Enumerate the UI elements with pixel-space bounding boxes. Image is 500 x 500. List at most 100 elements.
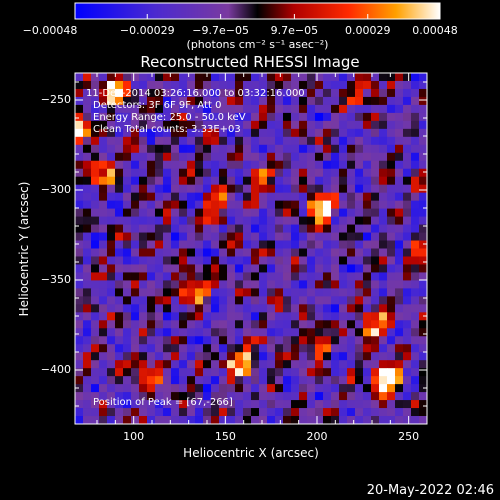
heatmap-cell [347,144,356,154]
heatmap-cell [347,112,356,122]
heatmap-cell [123,328,132,337]
heatmap-cell [235,376,244,385]
heatmap-cell [123,368,132,377]
heatmap-cell [219,128,228,138]
heatmap-cell [75,384,84,393]
heatmap-cell [219,352,228,361]
plot-frame [74,72,428,425]
heatmap-cell [75,344,84,353]
heatmap-cell [315,184,324,194]
heatmap-cell [195,152,204,162]
heatmap-cell [387,192,396,202]
heatmap-cell [147,376,156,385]
heatmap-cell [131,312,140,321]
heatmap-cell [115,344,124,353]
heatmap-cell [147,320,156,329]
heatmap-cell [307,176,316,186]
heatmap-cell [91,288,100,297]
heatmap-cell [115,320,124,329]
heatmap-cell [99,152,108,162]
heatmap-cell [123,73,132,82]
heatmap-cell [139,272,148,281]
timestamp: 20-May-2022 02:46 [366,483,494,498]
heatmap-cell [275,232,284,241]
heatmap-cell [163,88,172,98]
heatmap-cell [307,296,316,305]
heatmap-cell [235,288,244,297]
heatmap-cell [195,80,204,90]
heatmap-cell [203,248,212,257]
heatmap-cell [307,120,316,130]
heatmap-cell [203,320,212,329]
heatmap-cell [419,176,428,186]
heatmap-cell [395,80,404,90]
heatmap-cell [387,272,396,281]
heatmap-cell [331,296,340,305]
heatmap-cell [379,280,388,289]
heatmap-cell [307,392,316,401]
heatmap-cell [251,120,260,130]
heatmap-cell [379,416,388,425]
heatmap-cell [107,288,116,297]
heatmap-cell [251,312,260,321]
heatmap-cell [91,200,100,210]
heatmap-cell [203,200,212,210]
heatmap-cell [411,128,420,138]
peak-position-annotation: Position of Peak = [67,-266] [93,397,233,408]
heatmap-cell [395,240,404,249]
heatmap-cell [275,248,284,257]
heatmap-cell [371,256,380,265]
heatmap-cell [355,232,364,241]
heatmap-cell [123,144,132,154]
heatmap-cell [147,96,156,106]
heatmap-cell [139,376,148,385]
heatmap-cell [227,112,236,122]
colorbar [74,2,441,20]
heatmap-cell [275,160,284,170]
heatmap-cell [323,416,332,425]
heatmap-cell [91,112,100,122]
heatmap-cell [139,416,148,425]
heatmap-cell [219,392,228,401]
heatmap-cell [291,120,300,130]
heatmap-cell [323,208,332,217]
heatmap-cell [131,248,140,257]
heatmap-cell [99,88,108,98]
heatmap-cell [379,312,388,321]
heatmap-cell [267,184,276,194]
heatmap-cell [395,336,404,345]
heatmap-cell [283,224,292,233]
heatmap-cell [75,400,84,409]
heatmap-cell [347,264,356,273]
heatmap-cell [227,360,236,369]
heatmap-cell [363,88,372,98]
heatmap-cell [203,288,212,297]
heatmap-cell [251,320,260,329]
heatmap-cell [307,96,316,106]
colorbar-tick-label: −9.7e−05 [192,24,249,37]
heatmap-cell [195,240,204,249]
heatmap-cell [347,344,356,353]
heatmap-cell [395,120,404,130]
heatmap-cell [155,384,164,393]
heatmap-cell [147,272,156,281]
heatmap-cell [275,240,284,249]
heatmap-cell [275,304,284,313]
heatmap-cell [403,208,412,217]
heatmap-cell [355,264,364,273]
heatmap-cell [155,368,164,377]
heatmap-cell [299,320,308,329]
heatmap-cell [139,168,148,178]
heatmap-cell [299,176,308,186]
heatmap-cell [139,336,148,345]
heatmap-cell [411,360,420,369]
heatmap-cell [259,368,268,377]
heatmap-cell [179,328,188,337]
heatmap-cell [227,216,236,225]
heatmap-cell [363,296,372,305]
heatmap-cell [235,88,244,98]
heatmap-cell [219,104,228,114]
heatmap-cell [387,160,396,170]
heatmap-cell [347,392,356,401]
heatmap-cell [419,376,428,385]
